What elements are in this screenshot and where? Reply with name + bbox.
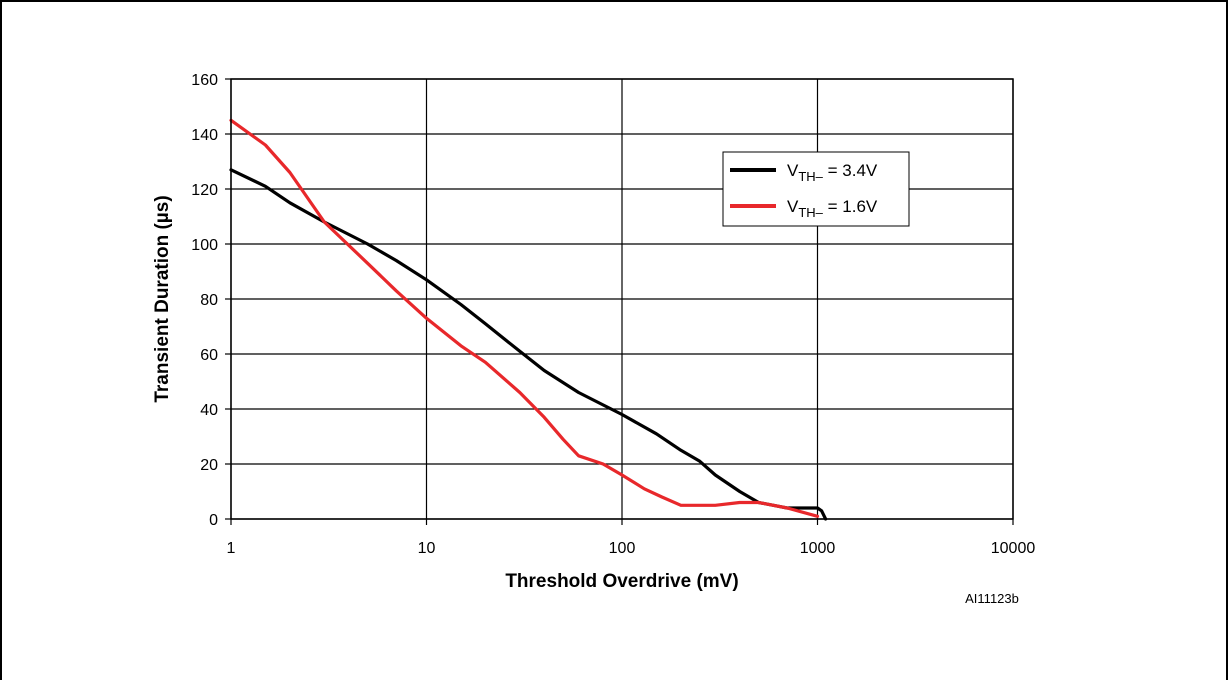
grid: [225, 79, 1013, 525]
y-tick-label: 0: [209, 512, 218, 529]
x-tick-label: 100: [609, 540, 636, 557]
legend-label-main: V: [787, 197, 799, 216]
y-tick-label: 100: [191, 237, 218, 254]
y-tick-label: 80: [200, 292, 218, 309]
y-tick-label: 120: [191, 182, 218, 199]
x-tick-label: 10: [418, 540, 436, 557]
y-tick-labels: 0 20 40 60 80 100 120 140 160: [191, 72, 218, 529]
x-axis-title: Threshold Overdrive (mV): [505, 571, 738, 592]
x-tick-label: 1: [227, 540, 236, 557]
x-tick-labels: 1 10 100 1000 10000: [227, 540, 1036, 557]
legend-label-subscript: TH–: [798, 169, 823, 184]
legend-label-subscript: TH–: [798, 205, 823, 220]
figure-id: AI11123b: [965, 591, 1019, 606]
legend-label-value: = 1.6V: [823, 197, 878, 216]
x-tick-label: 10000: [991, 540, 1036, 557]
x-tick-label: 1000: [800, 540, 836, 557]
legend-label-main: V: [787, 161, 799, 180]
y-tick-label: 160: [191, 72, 218, 89]
y-tick-label: 40: [200, 402, 218, 419]
y-tick-label: 60: [200, 347, 218, 364]
y-tick-label: 140: [191, 127, 218, 144]
y-axis-title: Transient Duration (µs): [152, 195, 173, 402]
y-tick-label: 20: [200, 457, 218, 474]
legend-label-value: = 3.4V: [823, 161, 878, 180]
